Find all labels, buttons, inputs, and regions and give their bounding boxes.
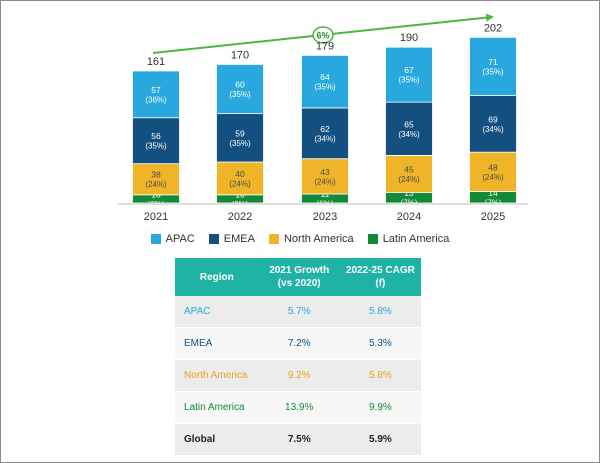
data-label-north-america-2023: 43	[320, 167, 330, 177]
data-label-north-america-2022: 40	[235, 169, 245, 179]
share-label-north-america-2024: (24%)	[398, 175, 420, 184]
data-label-apac-2021: 57	[151, 85, 161, 95]
row-region: Global	[175, 423, 259, 456]
total-label-2022: 170	[231, 49, 249, 61]
share-label-north-america-2023: (24%)	[314, 177, 336, 186]
row-cagr: 9.9%	[339, 391, 421, 424]
share-label-apac-2025: (35%)	[482, 67, 504, 76]
total-label-2021: 161	[147, 56, 165, 68]
row-growth: 9.2%	[258, 359, 340, 392]
table-row-global: Global 7.5% 5.9%	[175, 423, 421, 456]
data-label-apac-2022: 60	[235, 80, 245, 90]
header-2021-growth: 2021 Growth (vs 2020)	[258, 258, 340, 296]
row-growth: 7.5%	[258, 423, 340, 456]
bar-segment-emea-2025	[469, 95, 517, 153]
bar-segment-apac-2025	[469, 36, 517, 96]
legend-swatch-apac	[150, 234, 161, 244]
row-region: Latin America	[175, 391, 259, 424]
chart-legend: APAC EMEA North America Latin America	[0, 233, 600, 245]
trend-badge	[312, 26, 334, 44]
bar-segment-apac-2022	[216, 64, 264, 115]
bar-segment-apac-2023	[301, 55, 349, 109]
bar-segment-north-america-2022	[216, 161, 264, 196]
legend-item-latin-america: Latin America	[367, 233, 450, 245]
x-tick-label-2024: 2024	[397, 211, 421, 223]
table-header-row: Region 2021 Growth (vs 2020) 2022-25 CAG…	[175, 258, 421, 296]
bar-segment-emea-2021	[132, 117, 180, 165]
legend-swatch-latin-america	[367, 234, 378, 244]
legend-item-apac: APAC	[150, 233, 195, 245]
x-tick-label-2021: 2021	[144, 211, 168, 223]
row-growth: 5.7%	[258, 296, 340, 328]
data-label-emea-2025: 69	[488, 114, 498, 124]
stacked-bar-chart: 6% 10(6%)38(24%)56(35%)57(36%)16110(6%)4…	[118, 13, 528, 223]
total-label-2025: 202	[484, 22, 502, 34]
trend-label: 6%	[316, 31, 329, 41]
share-label-latin-america-2024: (7%)	[401, 199, 418, 208]
row-growth: 13.9%	[258, 391, 340, 424]
legend-item-emea: EMEA	[208, 233, 255, 245]
data-label-apac-2025: 71	[488, 57, 498, 67]
x-tick-label-2025: 2025	[481, 211, 505, 223]
bar-segment-apac-2021	[132, 70, 180, 119]
table-row: North America 9.2% 5.8%	[175, 359, 421, 392]
data-label-emea-2022: 59	[235, 128, 245, 138]
header-region: Region	[175, 258, 259, 296]
row-growth: 7.2%	[258, 327, 340, 360]
bar-segment-emea-2023	[301, 107, 349, 160]
share-label-latin-america-2025: (7%)	[485, 198, 502, 207]
data-label-apac-2023: 64	[320, 72, 330, 82]
legend-label-apac: APAC	[165, 233, 195, 245]
growth-table: Region 2021 Growth (vs 2020) 2022-25 CAG…	[175, 258, 421, 456]
table-row: APAC 5.7% 5.8%	[175, 296, 421, 328]
row-region: EMEA	[175, 327, 259, 360]
legend-label-north-america: North America	[283, 233, 354, 245]
share-label-emea-2021: (35%)	[145, 142, 167, 151]
header-cagr: 2022-25 CAGR (f)	[339, 258, 421, 296]
share-label-north-america-2025: (24%)	[482, 173, 504, 182]
bar-segment-apac-2024	[385, 46, 433, 103]
share-label-apac-2022: (35%)	[229, 90, 251, 99]
legend-swatch-emea	[208, 234, 219, 244]
data-label-emea-2023: 62	[320, 124, 330, 134]
data-label-latin-america-2024: 13	[404, 188, 414, 198]
share-label-emea-2025: (34%)	[482, 125, 504, 134]
x-tick-label-2022: 2022	[228, 211, 252, 223]
row-cagr: 5.3%	[339, 327, 421, 360]
legend-label-latin-america: Latin America	[382, 233, 450, 245]
data-label-apac-2024: 67	[404, 65, 414, 75]
bar-segment-emea-2024	[385, 101, 433, 156]
total-label-2024: 190	[400, 32, 418, 44]
share-label-emea-2024: (34%)	[398, 130, 420, 139]
legend-item-north-america: North America	[268, 233, 354, 245]
row-region: North America	[175, 359, 259, 392]
share-label-north-america-2022: (24%)	[229, 179, 251, 188]
total-label-2023: 179	[316, 40, 334, 52]
data-label-emea-2021: 56	[151, 131, 161, 141]
share-label-apac-2021: (36%)	[145, 95, 167, 104]
share-label-north-america-2021: (24%)	[145, 180, 167, 189]
legend-swatch-north-america	[268, 234, 279, 244]
table-row: EMEA 7.2% 5.3%	[175, 327, 421, 360]
data-label-north-america-2024: 45	[404, 164, 414, 174]
bar-segment-north-america-2025	[469, 151, 517, 192]
data-label-latin-america-2025: 14	[488, 188, 498, 198]
share-label-emea-2023: (34%)	[314, 134, 336, 143]
legend-label-emea: EMEA	[223, 233, 255, 245]
share-label-emea-2022: (35%)	[229, 139, 251, 148]
data-label-north-america-2021: 38	[151, 170, 161, 180]
row-cagr: 5.9%	[339, 423, 421, 456]
share-label-apac-2023: (35%)	[314, 83, 336, 92]
row-cagr: 5.8%	[339, 296, 421, 328]
share-label-apac-2024: (35%)	[398, 76, 420, 85]
row-cagr: 5.8%	[339, 359, 421, 392]
table-row: Latin America 13.9% 9.9%	[175, 391, 421, 424]
data-label-north-america-2025: 48	[488, 162, 498, 172]
bar-segment-emea-2022	[216, 113, 264, 163]
bar-segment-north-america-2021	[132, 163, 180, 196]
data-label-emea-2024: 65	[404, 119, 414, 129]
x-tick-label-2023: 2023	[313, 211, 337, 223]
row-region: APAC	[175, 296, 259, 328]
